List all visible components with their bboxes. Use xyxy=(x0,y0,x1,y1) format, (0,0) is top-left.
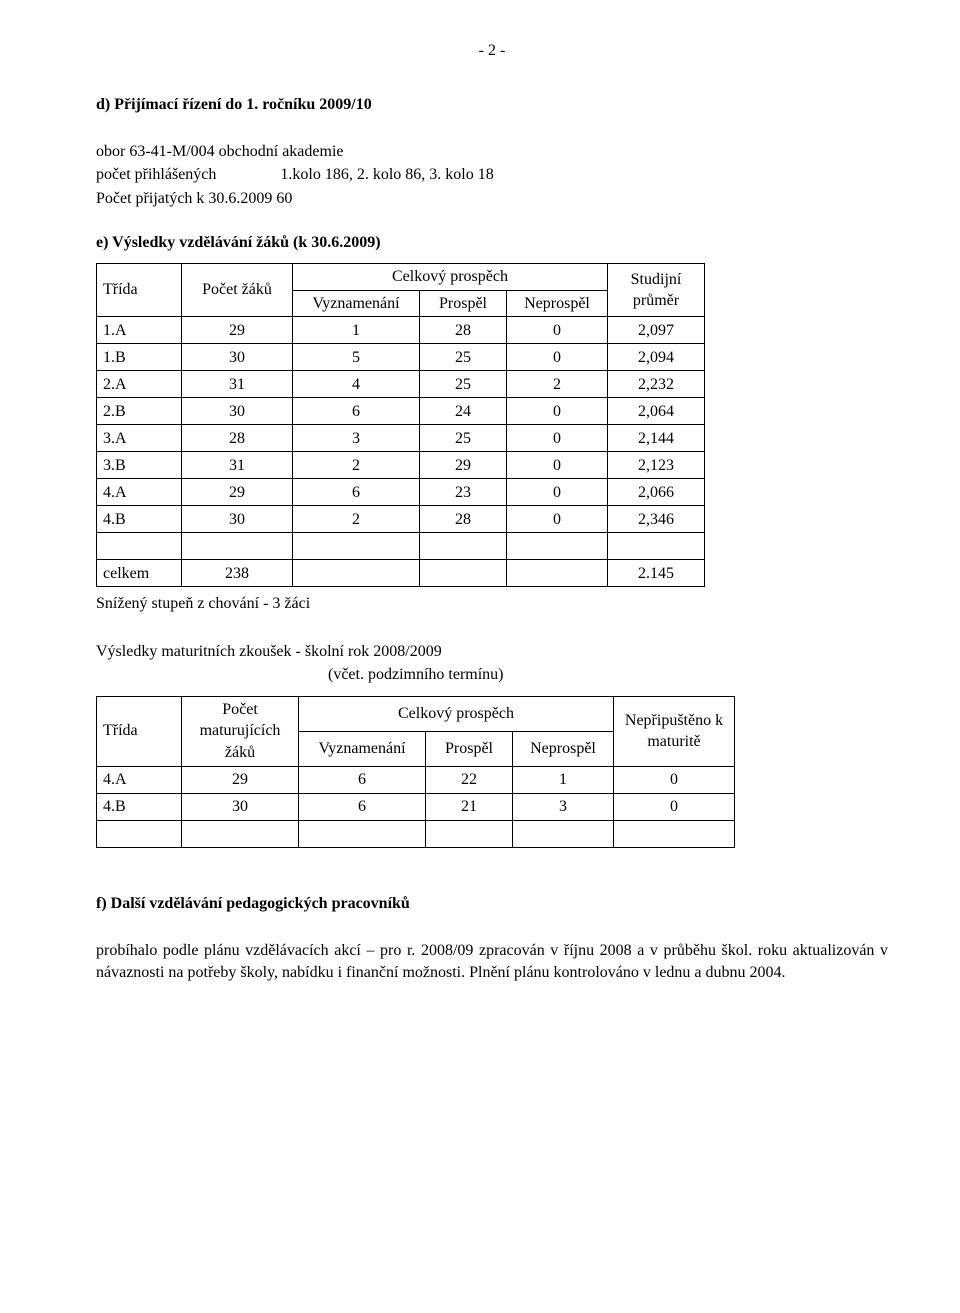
table-row: 1.A2912802,097 xyxy=(97,317,705,344)
mat-col-trida: Třída xyxy=(97,696,182,766)
table-row: 2.A3142522,232 xyxy=(97,371,705,398)
table-row: 3.A2832502,144 xyxy=(97,425,705,452)
section-d-line3: Počet přijatých k 30.6.2009 60 xyxy=(96,188,888,210)
table-row: 4.B3022802,346 xyxy=(97,506,705,533)
mat-col-pocet: Počet maturujících žáků xyxy=(182,696,299,766)
section-d: d) Přijímací řízení do 1. ročníku 2009/1… xyxy=(96,94,888,210)
col-prumer: Studijní průměr xyxy=(608,264,705,317)
maturita-heading: Výsledky maturitních zkoušek - školní ro… xyxy=(96,641,888,663)
page-number: - 2 - xyxy=(96,40,888,62)
col-prospel: Prospěl xyxy=(420,290,507,317)
total-label: celkem xyxy=(97,560,182,587)
total-avg: 2.145 xyxy=(608,560,705,587)
table-maturita: Třída Počet maturujících žáků Celkový pr… xyxy=(96,696,735,848)
mat-col-celkovy: Celkový prospěch xyxy=(299,696,614,731)
maturita-subheading: (včet. podzimního termínu) xyxy=(96,664,888,686)
col-vyznamenani: Vyznamenání xyxy=(293,290,420,317)
section-d-line1: obor 63-41-M/004 obchodní akademie xyxy=(96,141,888,163)
section-e-heading: e) Výsledky vzdělávání žáků (k 30.6.2009… xyxy=(96,232,888,254)
after-table1-note: Snížený stupeň z chování - 3 žáci xyxy=(96,593,888,615)
table-row: 2.B3062402,064 xyxy=(97,398,705,425)
section-d-heading: d) Přijímací řízení do 1. ročníku 2009/1… xyxy=(96,94,888,116)
table-row: 4.A2962302,066 xyxy=(97,479,705,506)
section-f-body: probíhalo podle plánu vzdělávacích akcí … xyxy=(96,940,888,983)
section-e: e) Výsledky vzdělávání žáků (k 30.6.2009… xyxy=(96,232,888,848)
table-row: 4.B3062130 xyxy=(97,793,735,820)
section-d-line2-right: 1.kolo 186, 2. kolo 86, 3. kolo 18 xyxy=(220,166,493,183)
total-pocet: 238 xyxy=(182,560,293,587)
table-row: 1.B3052502,094 xyxy=(97,344,705,371)
col-celkovy-prospech: Celkový prospěch xyxy=(293,264,608,291)
mat-col-neprospel: Neprospěl xyxy=(513,731,614,766)
mat-col-nepripusteno: Nepřipuštěno k maturitě xyxy=(614,696,735,766)
mat-col-vyznamenani: Vyznamenání xyxy=(299,731,426,766)
section-f-heading: f) Další vzdělávání pedagogických pracov… xyxy=(96,893,888,915)
section-d-line2: počet přihlášených 1.kolo 186, 2. kolo 8… xyxy=(96,164,888,186)
section-d-line2-left: počet přihlášených xyxy=(96,166,216,183)
section-f: f) Další vzdělávání pedagogických pracov… xyxy=(96,893,888,983)
table-results: Třída Počet žáků Celkový prospěch Studij… xyxy=(96,263,705,587)
col-pocet-zaku: Počet žáků xyxy=(182,264,293,317)
table-row: 4.A2962210 xyxy=(97,766,735,793)
col-neprospel: Neprospěl xyxy=(507,290,608,317)
col-trida: Třída xyxy=(97,264,182,317)
mat-col-prospel: Prospěl xyxy=(426,731,513,766)
table-row: 3.B3122902,123 xyxy=(97,452,705,479)
